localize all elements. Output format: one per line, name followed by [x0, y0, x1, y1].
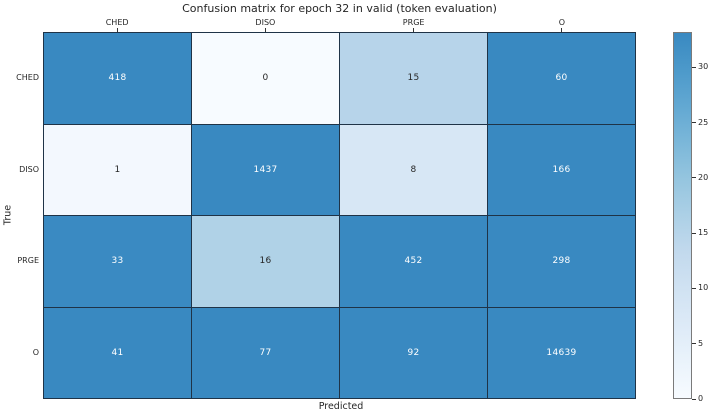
colorbar-tick-mark: [692, 122, 696, 124]
chart-title: Confusion matrix for epoch 32 in valid (…: [182, 2, 497, 15]
x-tick-mark: [116, 28, 118, 32]
confusion-matrix-grid: 418 0 15 60 1 1437 8 166 33 16 452 298 41 77 92 14639: [43, 32, 636, 399]
matrix-cell: 1: [44, 124, 191, 215]
matrix-cell: 77: [192, 307, 339, 398]
x-tick-label: PRGE: [402, 18, 425, 27]
colorbar-tick-label: 10: [698, 283, 708, 293]
x-tick-mark: [413, 28, 415, 32]
colorbar-tick-label: 20: [698, 172, 708, 182]
matrix-cell: 14639: [488, 307, 635, 398]
x-tick-label: DISO: [255, 18, 276, 27]
colorbar-tick-mark: [692, 398, 696, 400]
colorbar-tick-mark: [692, 287, 696, 289]
colorbar-tick-label: 25: [698, 117, 708, 127]
matrix-cell: 452: [340, 216, 487, 307]
matrix-cell: 8: [340, 124, 487, 215]
matrix-cell: 0: [192, 33, 339, 124]
x-tick-label: O: [558, 18, 566, 27]
x-tick-mark: [561, 28, 563, 32]
colorbar-tick-label: 0: [698, 394, 704, 403]
y-tick-label: DISO: [19, 164, 39, 174]
matrix-cell: 16: [192, 216, 339, 307]
matrix-cell: 92: [340, 307, 487, 398]
colorbar-tick-mark: [692, 66, 696, 68]
colorbar-tick-label: 5: [698, 338, 704, 348]
colorbar: [673, 32, 692, 399]
colorbar-tick-label: 30: [698, 62, 708, 72]
x-tick-label: CHED: [105, 18, 129, 27]
colorbar-tick-mark: [692, 232, 696, 234]
matrix-cell: 15: [340, 33, 487, 124]
y-tick-label: CHED: [16, 72, 39, 82]
x-tick-mark: [264, 28, 266, 32]
y-tick-label: O: [32, 348, 39, 358]
colorbar-tick-label: 15: [698, 228, 708, 238]
matrix-cell: 298: [488, 216, 635, 307]
y-tick-label: PRGE: [17, 256, 39, 266]
matrix-cell: 418: [44, 33, 191, 124]
colorbar-tick-mark: [692, 343, 696, 345]
matrix-cell: 166: [488, 124, 635, 215]
y-axis-title: True: [2, 204, 14, 226]
matrix-cell: 33: [44, 216, 191, 307]
colorbar-tick-mark: [692, 177, 696, 179]
matrix-cell: 1437: [192, 124, 339, 215]
matrix-cell: 41: [44, 307, 191, 398]
matrix-cell: 60: [488, 33, 635, 124]
x-axis-title: Predicted: [318, 401, 364, 412]
